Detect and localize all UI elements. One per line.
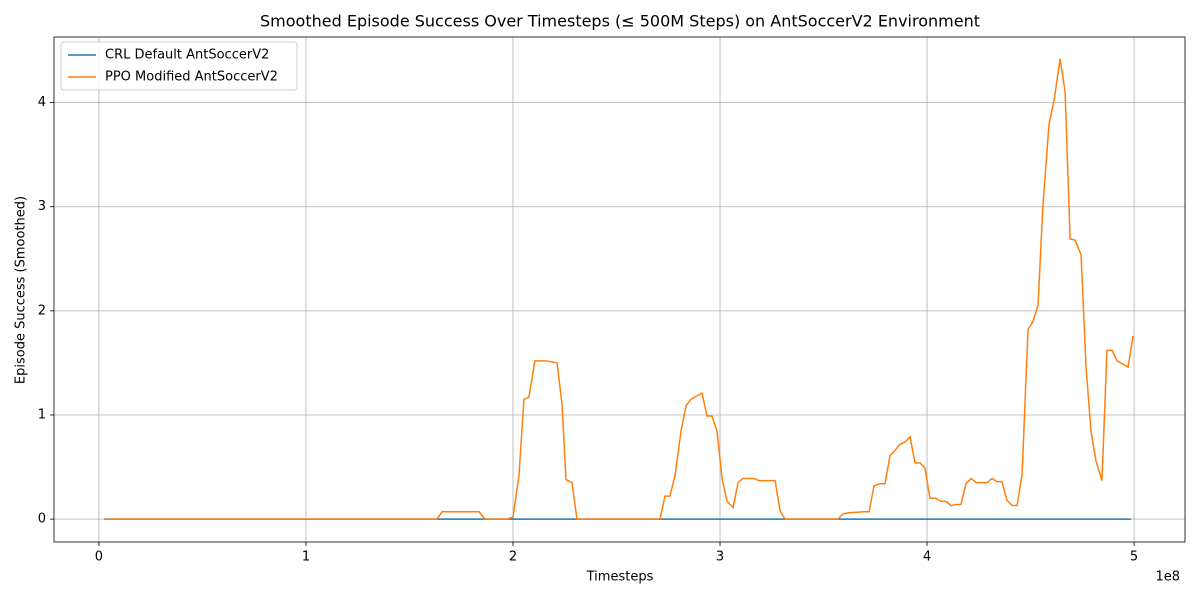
y-tick-label: 1 [38,407,46,422]
x-tick-label: 0 [95,550,103,565]
plot-frame [53,36,1186,543]
x-tick-label: 4 [923,550,931,565]
y-tick-label: 2 [38,303,46,318]
y-tick-label: 0 [38,512,46,527]
legend: CRL Default AntSoccerV2 PPO Modified AntS… [60,41,298,91]
x-tick-label: 2 [509,550,517,565]
chart-title: Smoothed Episode Success Over Timesteps … [260,12,980,31]
x-tick-label: 5 [1130,550,1138,565]
y-tick-label: 3 [38,199,46,214]
x-axis-label: Timesteps [586,570,654,585]
y-tick-label: 4 [38,95,46,110]
x-tick-label: 3 [716,550,724,565]
legend-box [60,41,298,91]
legend-label: PPO Modified AntSoccerV2 [105,70,278,85]
legend-label: CRL Default AntSoccerV2 [105,48,269,63]
x-tick-label: 1 [302,550,310,565]
x-offset-label: 1e8 [1155,570,1180,585]
series-line [104,58,1134,520]
y-axis-label: Episode Success (Smoothed) [14,196,29,384]
